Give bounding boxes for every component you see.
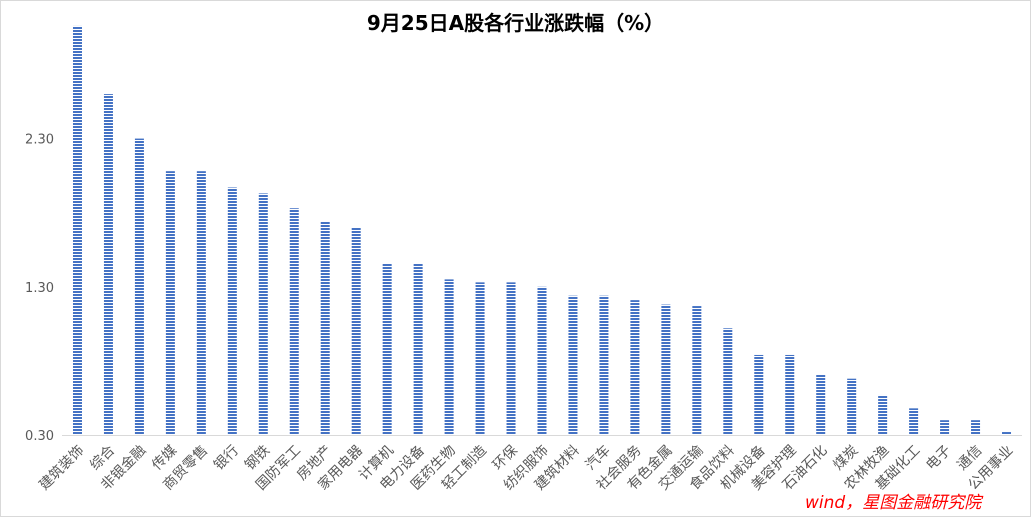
bar: [909, 408, 919, 435]
bar: [940, 420, 950, 435]
bar: [661, 304, 671, 435]
bar: [289, 208, 299, 435]
bar: [816, 374, 826, 435]
bar: [196, 171, 206, 435]
bar: [599, 295, 609, 435]
bars: [72, 25, 1012, 436]
bar: [258, 193, 268, 435]
bar: [723, 328, 733, 435]
bar: [320, 221, 330, 435]
bar: [754, 354, 764, 435]
bar: [72, 25, 82, 436]
y-tick-label: 1.30: [25, 281, 54, 296]
bar: [475, 282, 485, 435]
y-tick-label: 2.30: [25, 133, 54, 148]
y-axis: 0.30 1.30 2.30: [25, 133, 54, 444]
x-tick-label: 建筑装饰: [36, 443, 87, 494]
bar: [630, 300, 640, 435]
bar: [847, 378, 857, 435]
bar: [382, 263, 392, 435]
bar: [568, 295, 578, 435]
bar: [878, 394, 888, 435]
bar: [971, 420, 981, 435]
bar: [537, 286, 547, 435]
bar: [227, 187, 237, 435]
source-note: wind，星图金融研究院: [805, 493, 982, 513]
x-tick-label: 电子: [923, 443, 954, 474]
bar: [785, 354, 795, 435]
bar: [413, 263, 423, 435]
bar: [134, 138, 144, 436]
bar: [165, 171, 175, 435]
bar: [351, 227, 361, 435]
bar: [506, 282, 516, 435]
bar: [692, 306, 702, 435]
bar: [444, 279, 454, 435]
bar: [103, 94, 113, 435]
chart-title: 9月25日A股各行业涨跌幅（%）: [366, 11, 665, 35]
bar: [1002, 432, 1012, 435]
y-tick-label: 0.30: [25, 429, 54, 444]
x-tick-label: 银行: [211, 443, 242, 474]
